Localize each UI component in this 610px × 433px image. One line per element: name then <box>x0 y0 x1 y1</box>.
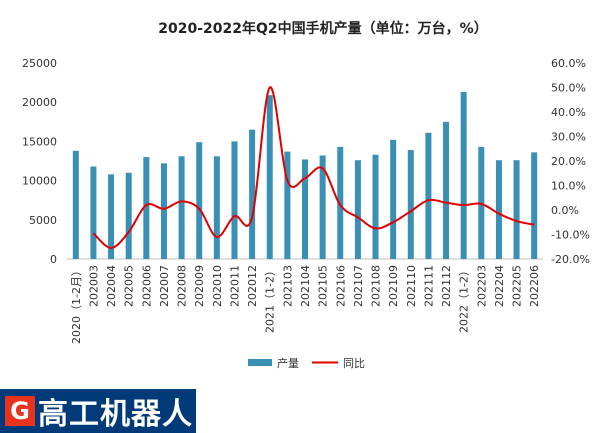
bar <box>390 139 397 259</box>
bar <box>143 157 150 259</box>
y-right-tick-label: 10.0% <box>551 180 586 193</box>
logo-text: 高工机器人 <box>38 397 193 432</box>
y-right-tick-label: -10.0% <box>551 229 590 242</box>
y-right-tick-label: 20.0% <box>551 155 586 168</box>
chart-title: 2020-2022年Q2中国手机产量（单位：万台，%） <box>158 20 487 37</box>
x-tick-label: 202106 <box>334 265 347 307</box>
x-tick-label: 202104 <box>299 265 312 307</box>
x-tick-label: 2020（1-2月） <box>70 265 83 344</box>
y-left-tick-label: 20000 <box>22 96 57 109</box>
bar <box>372 154 379 259</box>
y-right-tick-label: -20.0% <box>551 253 590 266</box>
bar <box>108 174 115 259</box>
bar <box>407 150 414 259</box>
y-left-tick-label: 5000 <box>29 214 57 227</box>
y-right-tick-label: 40.0% <box>551 106 586 119</box>
y-left-tick-label: 15000 <box>22 135 57 148</box>
bar <box>354 160 361 259</box>
x-tick-label: 202003 <box>87 265 100 307</box>
x-tick-label: 2021（1-2） <box>264 265 277 333</box>
x-tick-label: 2022（1-2） <box>458 265 471 333</box>
y-right-tick-label: 50.0% <box>551 82 586 95</box>
legend-swatch-output <box>248 359 272 366</box>
x-tick-label: 202110 <box>405 265 418 307</box>
bar <box>249 129 256 259</box>
bar <box>196 142 203 259</box>
x-tick-label: 202103 <box>281 265 294 307</box>
x-tick-label: 202010 <box>211 265 224 307</box>
x-tick-label: 202203 <box>475 265 488 307</box>
x-tick-label: 202107 <box>352 265 365 307</box>
y-left-tick-label: 25000 <box>22 57 57 70</box>
x-tick-label: 202112 <box>440 265 453 307</box>
bar <box>231 141 238 259</box>
x-tick-label: 202111 <box>422 265 435 307</box>
x-tick-label: 202205 <box>511 265 524 307</box>
x-tick-label: 202011 <box>228 265 241 307</box>
x-tick-label: 202006 <box>140 265 153 307</box>
x-tick-label: 202206 <box>528 265 541 307</box>
bar <box>513 160 520 259</box>
bar <box>125 172 132 259</box>
legend-label-output: 产量 <box>277 356 299 370</box>
x-tick-label: 202012 <box>246 265 259 307</box>
x-tick-label: 202109 <box>387 265 400 307</box>
bar <box>284 151 291 259</box>
bar <box>495 160 502 259</box>
x-tick-label: 202005 <box>123 265 136 307</box>
bar <box>302 159 308 259</box>
bar <box>531 152 538 259</box>
bar <box>425 132 432 259</box>
plot-area: 0 5000 10000 15000 20000 25000 -20.0% -10.0% 0.0… <box>22 57 590 344</box>
x-tick-label: 202105 <box>317 265 330 307</box>
x-tick-label: 202108 <box>370 265 383 307</box>
bar <box>90 166 97 259</box>
y-left-tick-label: 0 <box>50 253 57 266</box>
x-tick-label: 202204 <box>493 265 506 307</box>
bar <box>337 146 344 259</box>
bar <box>266 95 273 259</box>
bar <box>319 155 326 259</box>
bar <box>213 156 220 259</box>
y-right-tick-label: 60.0% <box>551 57 586 70</box>
chart: 2020-2022年Q2中国手机产量（单位：万台，%） 0 5000 10000 15… <box>22 20 590 370</box>
bar <box>443 121 450 259</box>
y-right-tick-label: 30.0% <box>551 131 586 144</box>
yoy-line <box>92 86 535 249</box>
x-tick-label: 202009 <box>193 265 206 307</box>
y-right-tick-label: 0.0% <box>551 204 579 217</box>
bar <box>178 156 185 259</box>
bar <box>72 150 79 259</box>
x-tick-label: 202007 <box>158 265 171 307</box>
bar <box>160 163 167 259</box>
x-tick-label: 202004 <box>105 265 118 307</box>
legend: 产量 同比 <box>248 356 365 370</box>
bar <box>460 92 467 260</box>
logo-mark: G <box>5 396 35 426</box>
y-left-tick-label: 10000 <box>22 175 57 188</box>
brand-logo: G 高工机器人 <box>0 389 196 433</box>
x-tick-label: 202008 <box>176 265 189 307</box>
legend-label-yoy: 同比 <box>343 357 365 370</box>
